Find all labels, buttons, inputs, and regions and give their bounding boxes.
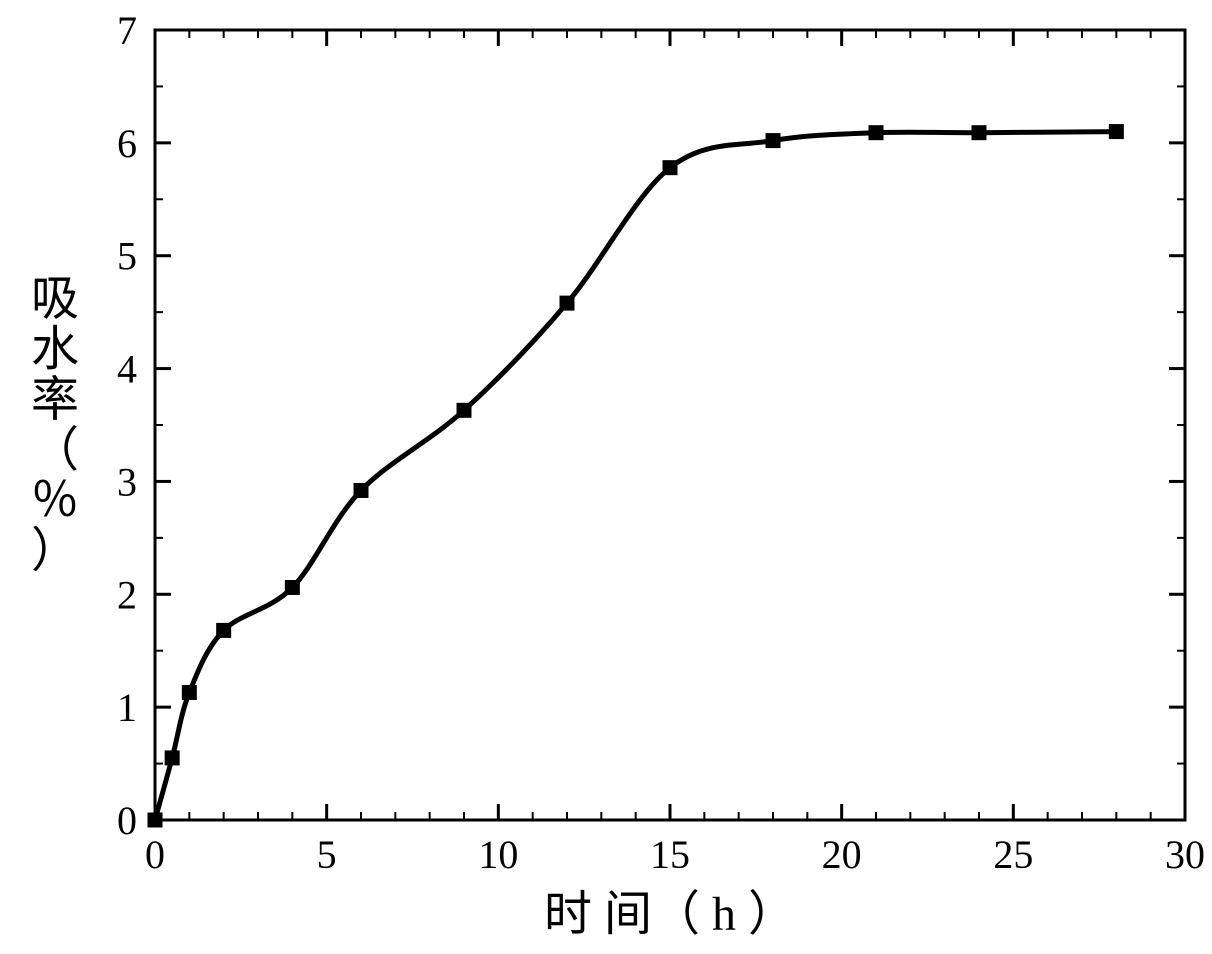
svg-text:5: 5 (317, 832, 337, 877)
svg-text:6: 6 (117, 121, 137, 166)
plot-background (0, 0, 1212, 954)
svg-text:30: 30 (1165, 832, 1205, 877)
svg-text:2: 2 (117, 572, 137, 617)
svg-text:25: 25 (993, 832, 1033, 877)
chart-container: 0 5 10 15 20 25 30 0 1 2 3 4 5 6 7 时 间（ h ） 吸水率（％） (0, 0, 1212, 954)
svg-text:1: 1 (117, 685, 137, 730)
svg-text:15: 15 (650, 832, 690, 877)
svg-text:4: 4 (117, 347, 137, 392)
svg-text:10: 10 (478, 832, 518, 877)
svg-text:7: 7 (117, 8, 137, 53)
x-axis-title: 时 间（ h ） (544, 888, 796, 941)
y-axis-title: 吸水率（％） (31, 273, 79, 578)
svg-text:20: 20 (822, 832, 862, 877)
svg-text:3: 3 (117, 459, 137, 504)
svg-text:5: 5 (117, 234, 137, 279)
svg-text:0: 0 (117, 798, 137, 843)
svg-text:0: 0 (145, 832, 165, 877)
line-chart: 0 5 10 15 20 25 30 0 1 2 3 4 5 6 7 时 间（ h ） 吸水率（％） (0, 0, 1212, 954)
